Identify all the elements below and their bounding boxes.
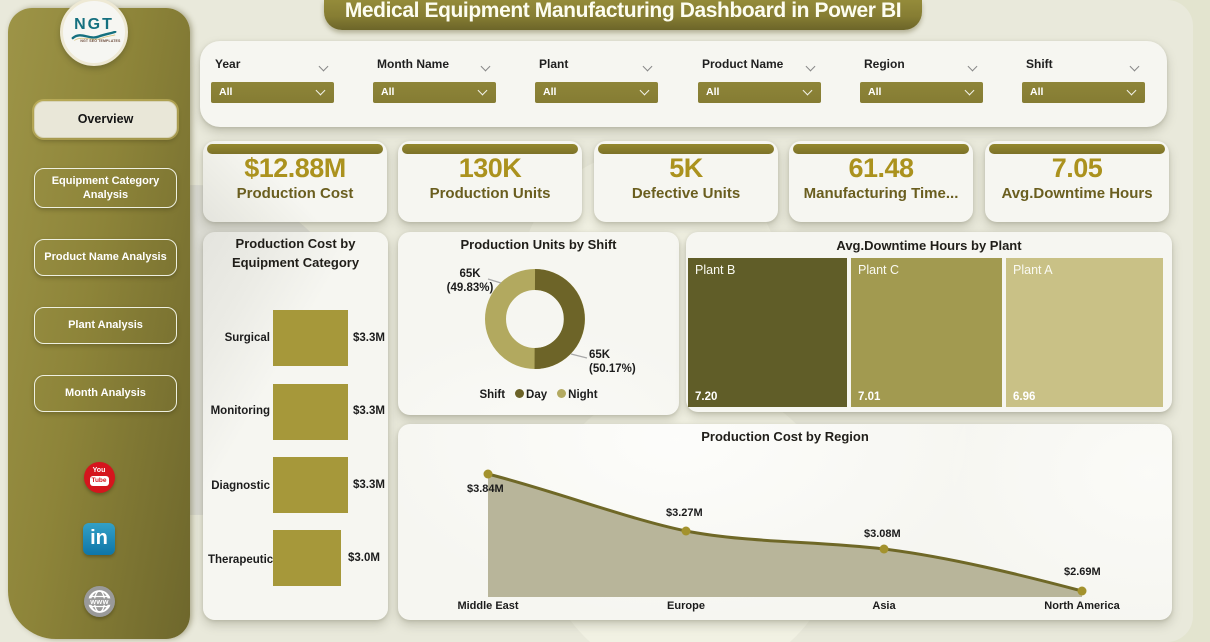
svg-text:www: www — [89, 597, 108, 606]
